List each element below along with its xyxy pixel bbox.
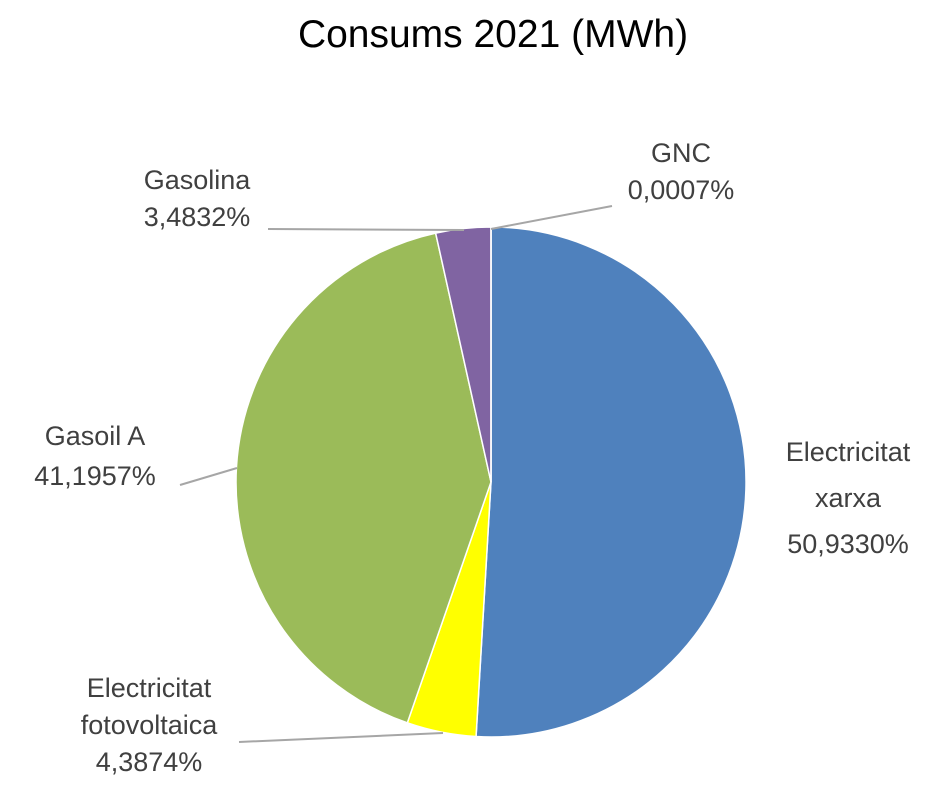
pie-slice-electricitat-xarxa [475,226,747,738]
data-label-electricitat-xarxa: Electricitat xarxa 50,9330% [786,437,911,559]
leader-line-gasoil-a [179,467,238,486]
category-label-electricitat-fotovoltaica: Electricitat [87,673,212,703]
chart-title: Consums 2021 (MWh) [298,13,688,56]
leader-line-gasolina [267,228,465,231]
category-label-electricitat-fotovoltaica: fotovoltaica [81,710,219,740]
category-label-gnc: GNC [651,138,711,168]
category-label-electricitat-xarxa: xarxa [815,483,882,513]
category-label-gasoil-a: Gasoil A [45,421,146,451]
pie-slices [235,226,747,738]
percent-label-electricitat-fotovoltaica: 4,3874% [96,747,203,777]
percent-label-gasoil-a: 41,1957% [34,461,156,491]
percent-label-gnc: 0,0007% [628,175,735,205]
data-label-gasoil-a: Gasoil A 41,1957% [34,421,156,491]
category-label-electricitat-xarxa: Electricitat [786,437,911,467]
leader-line-gnc [490,205,613,230]
data-label-electricitat-fotovoltaica: Electricitat fotovoltaica 4,3874% [81,673,219,777]
data-labels: Electricitat xarxa 50,9330% Electricitat fot… [34,138,911,777]
category-label-gasolina: Gasolina [144,165,252,195]
percent-label-gasolina: 3,4832% [144,202,251,232]
leader-lines [179,205,613,743]
data-label-gnc: GNC 0,0007% [628,138,735,205]
data-label-gasolina: Gasolina 3,4832% [144,165,252,232]
leader-line-electricitat-fotovoltaica [238,732,444,743]
percent-label-electricitat-xarxa: 50,9330% [787,529,909,559]
